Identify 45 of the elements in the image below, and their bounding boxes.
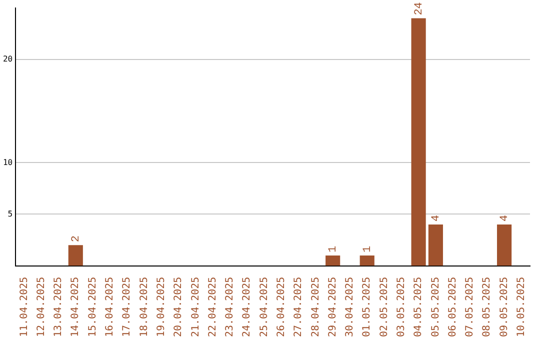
x-tick-label: 01.05.2025 [362, 276, 373, 338]
x-tick-label: 09.05.2025 [498, 276, 510, 338]
x-tick-label: 13.04.2025 [53, 276, 64, 338]
x-tick-label: 26.04.2025 [276, 276, 287, 338]
x-tick-label: 07.05.2025 [464, 276, 476, 338]
x-tick-label: 16.04.2025 [104, 276, 116, 338]
bar [428, 224, 443, 266]
y-tick-label: 10 [2, 158, 13, 167]
y-tick-label: 20 [2, 54, 13, 64]
bar [360, 255, 374, 266]
bar [68, 245, 83, 266]
x-tick-label: 06.05.2025 [447, 276, 458, 338]
x-tick-label: 10.05.2025 [516, 276, 528, 338]
x-tick-label: 29.04.2025 [327, 276, 338, 338]
x-tick-label: 27.04.2025 [293, 276, 304, 338]
x-tick-label: 03.05.2025 [396, 276, 407, 338]
x-tick-label: 12.04.2025 [36, 276, 47, 338]
x-tick-label: 02.05.2025 [378, 276, 390, 338]
x-tick-label: 04.05.2025 [413, 276, 424, 338]
x-tick-label: 19.04.2025 [156, 276, 167, 338]
x-tick-label: 11.04.2025 [18, 276, 30, 338]
x-tick-label: 28.04.2025 [310, 276, 322, 338]
data-label: 1 [362, 245, 374, 252]
bar [411, 18, 426, 266]
bar [326, 255, 340, 266]
x-tick-label: 17.04.2025 [122, 276, 133, 338]
data-label: 4 [499, 214, 512, 222]
x-tick-label: 05.05.2025 [430, 276, 442, 338]
x-tick-label: 14.04.2025 [70, 276, 82, 338]
data-label: 24 [413, 2, 426, 16]
x-tick-label: 22.04.2025 [207, 276, 218, 338]
x-tick-label: 20.04.2025 [173, 276, 184, 338]
x-tick-label: 23.04.2025 [224, 276, 236, 338]
bar [496, 224, 512, 266]
x-tick-label: 18.04.2025 [138, 276, 150, 338]
data-label: 1 [328, 245, 340, 252]
data-label: 2 [70, 236, 83, 242]
x-tick-label: 25.04.2025 [258, 276, 270, 338]
x-tick-label: 24.04.2025 [242, 276, 253, 338]
x-tick-label: 21.04.2025 [190, 276, 202, 338]
y-tick-label: 5 [8, 209, 13, 218]
x-tick-label: 08.05.2025 [482, 276, 493, 338]
x-tick-label: 30.04.2025 [344, 276, 356, 338]
x-tick-label: 15.04.2025 [87, 276, 98, 338]
data-label: 4 [430, 214, 443, 222]
